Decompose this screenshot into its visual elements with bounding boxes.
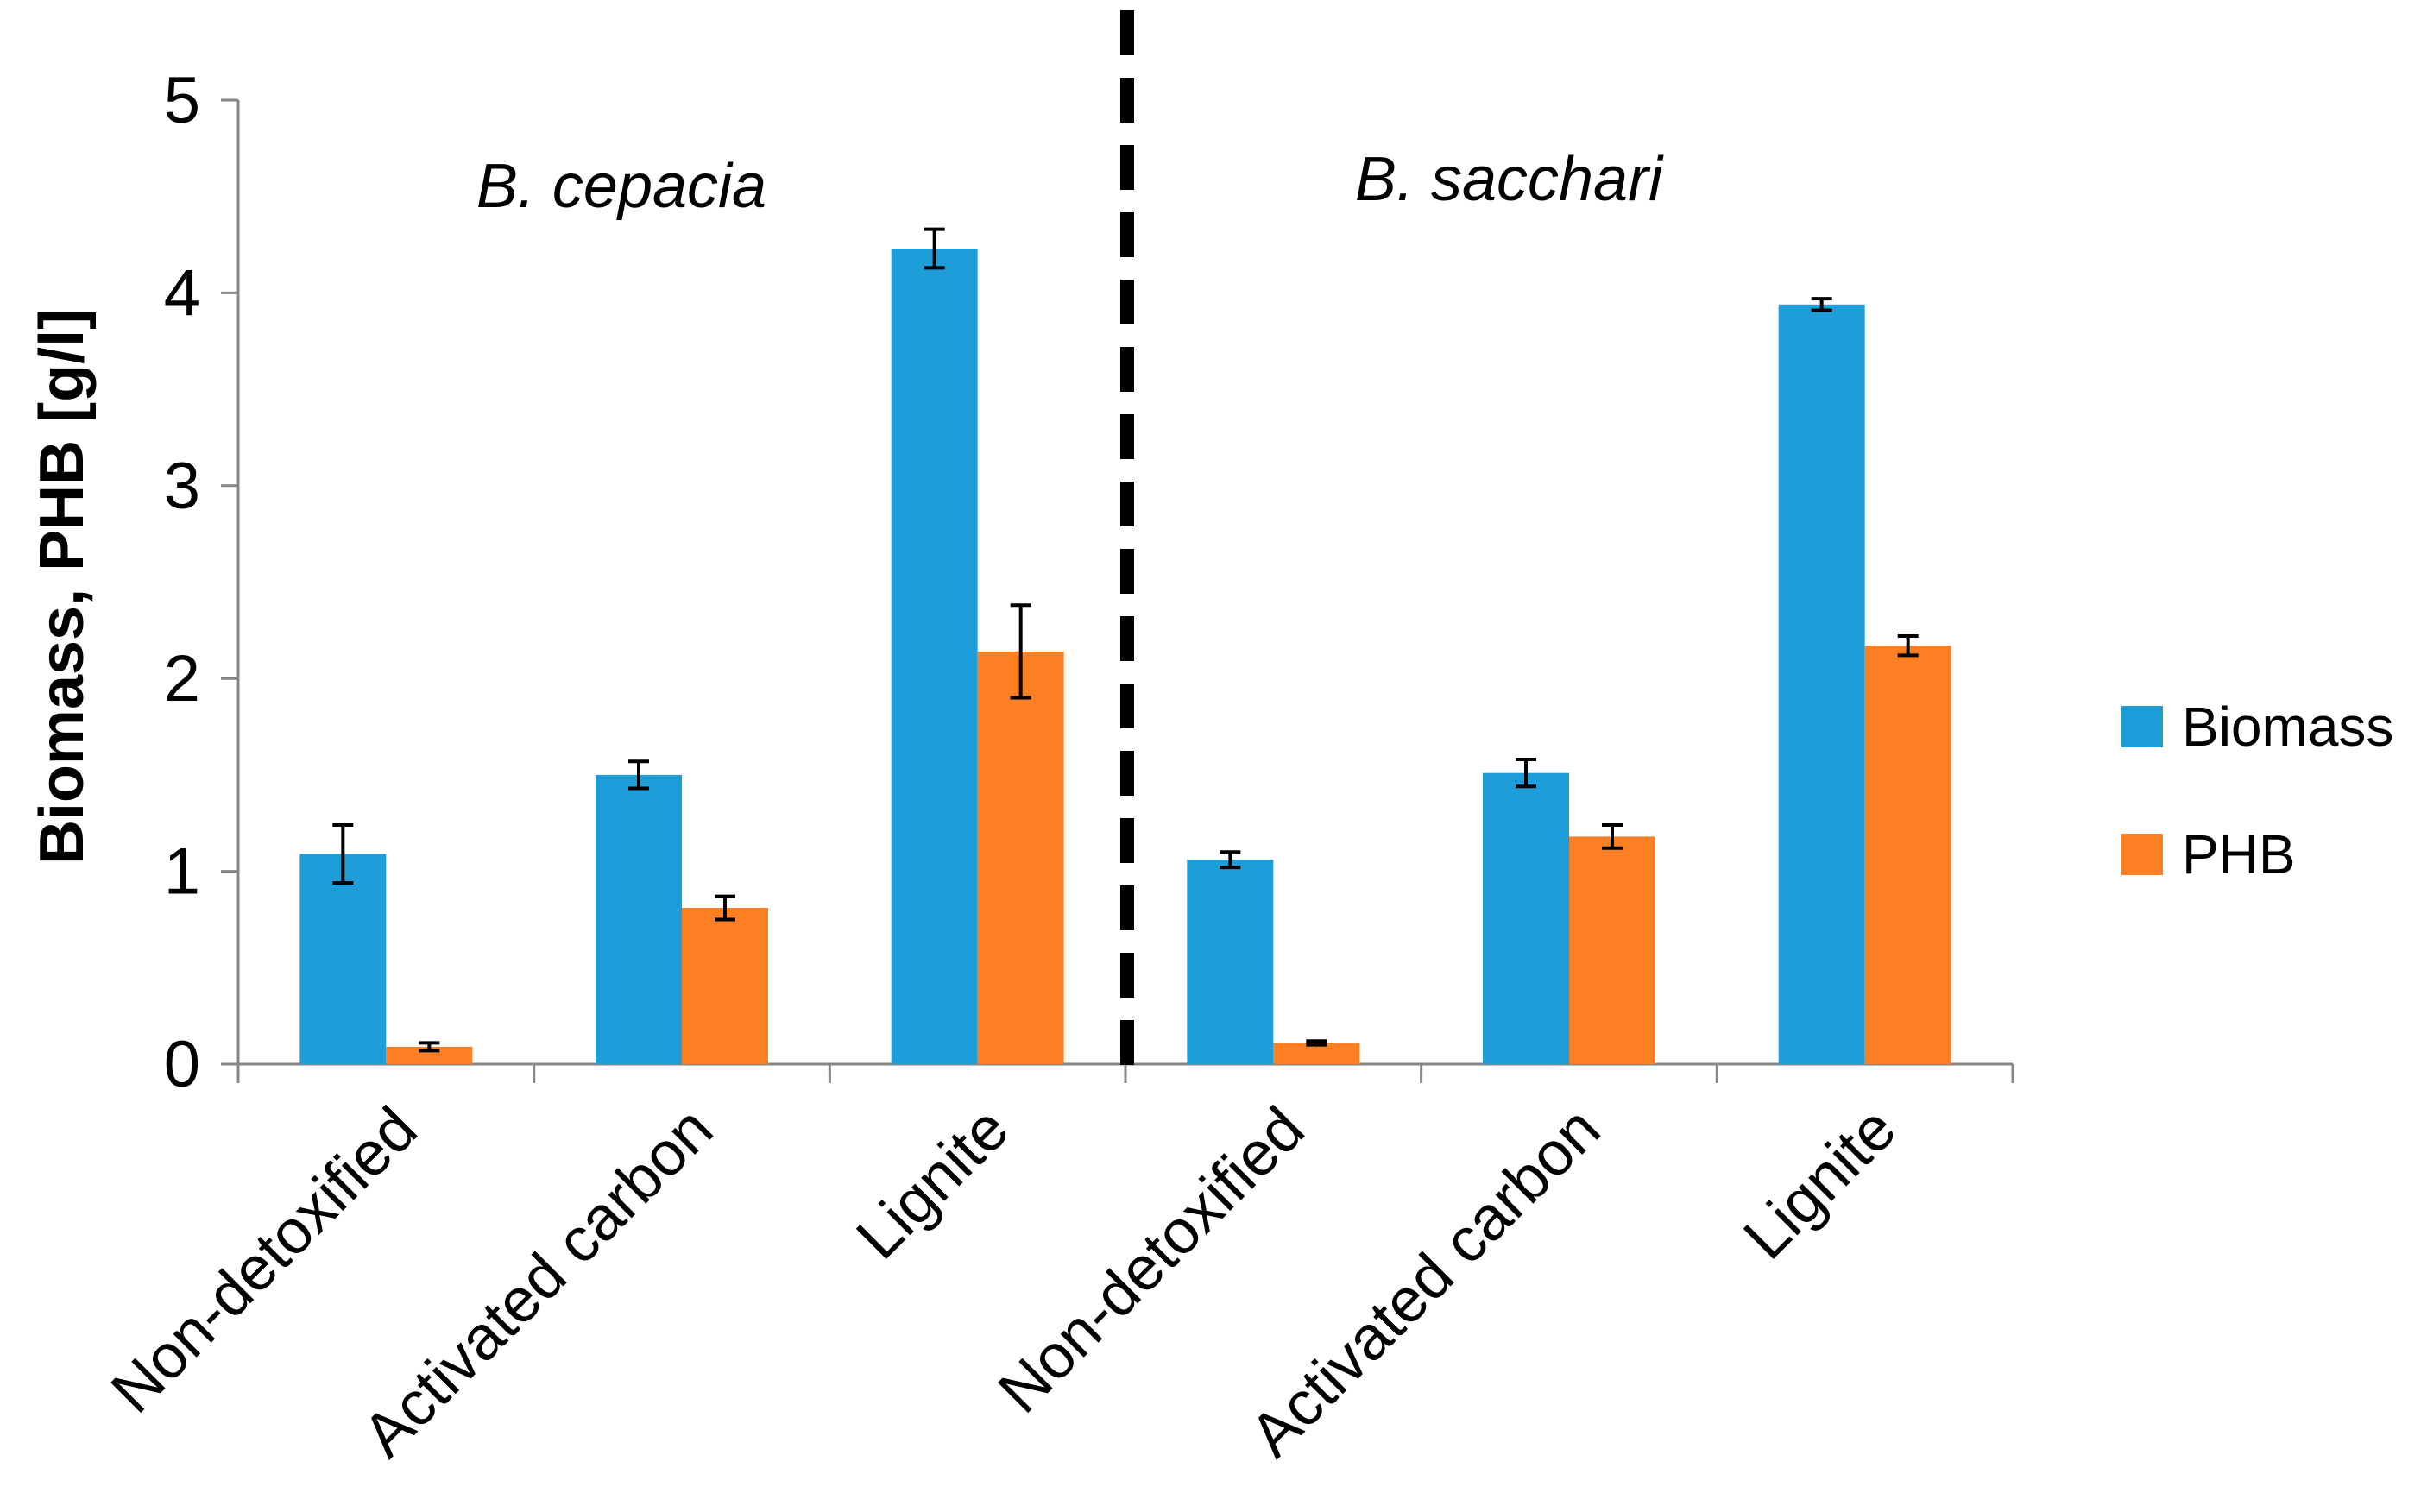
bar-phb-2 [977,651,1064,1064]
bar-biomass-2 [891,249,978,1064]
error-bar-biomass-4 [1516,758,1536,789]
error-bar-phb-1 [715,894,735,922]
x-tick-label: Lignite [843,1094,1022,1273]
y-tick-label: 5 [164,64,200,137]
error-bar-phb-2 [1010,603,1031,700]
y-tick-label: 0 [164,1028,200,1101]
error-bar-biomass-0 [332,822,354,885]
bar-phb-4 [1569,836,1655,1064]
legend-swatch-biomass [2121,706,2163,747]
bar-biomass-5 [1778,304,1865,1065]
legend-label-biomass: Biomass [2182,696,2393,758]
y-tick-label: 3 [164,450,200,523]
bar-biomass-4 [1483,772,1569,1064]
x-tick-label: Non-detoxified [98,1094,431,1427]
error-bar-biomass-5 [1811,297,1832,312]
x-tick-label: Non-detoxified [986,1094,1318,1427]
error-bar-biomass-3 [1220,850,1241,870]
bar-phb-0 [386,1046,473,1064]
error-bar-phb-3 [1306,1039,1327,1047]
error-bar-phb-4 [1602,822,1623,850]
legend-swatch-phb [2121,834,2163,875]
bar-biomass-0 [299,854,387,1064]
group-label-b-sacchari: B. sacchari [1355,145,1664,214]
y-tick-label: 1 [164,835,200,909]
error-bar-phb-0 [419,1041,440,1053]
legend-label-phb: PHB [2182,823,2296,885]
y-axis-title: Biomass, PHB [g/l] [28,309,97,865]
bar-biomass-3 [1187,860,1274,1064]
error-bar-biomass-2 [924,227,945,270]
error-bars [332,227,1919,1053]
bar-phb-5 [1864,646,1951,1064]
x-tick-label: Lignite [1730,1094,1909,1273]
error-bar-biomass-1 [628,759,649,791]
y-tick-label: 4 [164,256,200,330]
y-tick-label: 2 [164,642,200,715]
group-label-b-cepacia: B. cepacia [476,152,766,221]
bars [299,249,1951,1065]
error-bar-phb-5 [1897,634,1919,658]
axes [221,98,2014,1083]
legend: Biomass PHB [2121,696,2393,885]
bar-biomass-1 [596,774,682,1064]
bar-phb-1 [682,908,768,1064]
